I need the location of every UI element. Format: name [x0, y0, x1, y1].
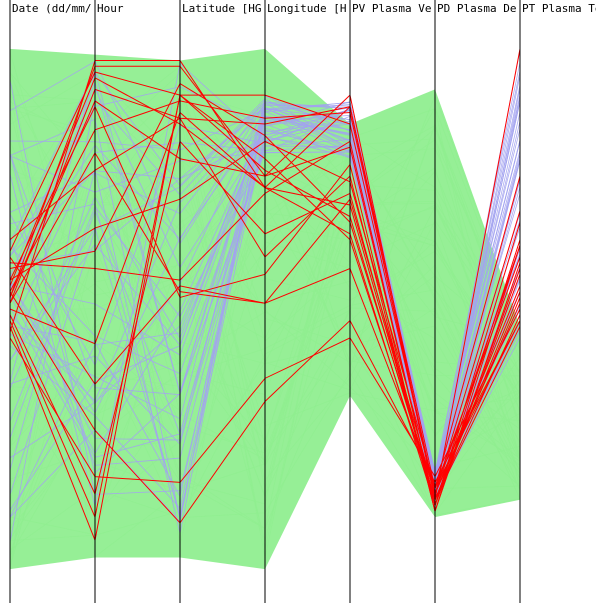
- axis-label-4: PV Plasma Ve: [352, 2, 431, 15]
- axis-label-1: Hour: [97, 2, 124, 15]
- axes-group: Date (dd/mm/Hour Latitude [HG Longitude [H…: [9, 0, 596, 603]
- axis-label-5: PD Plasma De: [437, 2, 516, 15]
- axis-label-6: PT Plasma Te: [522, 2, 596, 15]
- axis-label-0: Date (dd/mm/: [12, 2, 91, 15]
- axis-label-3: Longitude [H: [267, 2, 346, 15]
- axis-label-2: Latitude [HG: [182, 2, 261, 15]
